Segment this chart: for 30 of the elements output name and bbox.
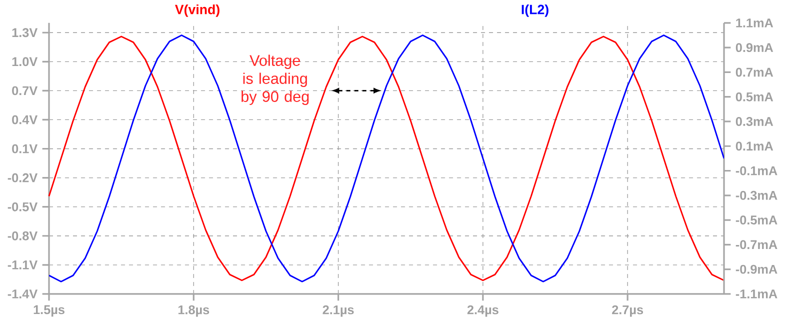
x-tick-label: 2.1µs <box>322 305 354 317</box>
y-tick-label: 0.4V <box>12 115 38 124</box>
text: V(vind) <box>174 4 220 17</box>
y-tick-label: -0.2V <box>8 173 38 182</box>
y-tick-label: -0.5V <box>8 202 38 212</box>
y-tick-label: -0.8V <box>8 231 38 240</box>
y2-tick-label: 1.1mA <box>736 18 774 28</box>
y-tick-label: -1.4V <box>8 290 38 298</box>
x-tick-label: 1.5µs <box>34 305 64 317</box>
y2-tick-label: 0.9mA <box>736 43 774 52</box>
x-tick-label: 2.7µs <box>612 305 644 317</box>
y2-tick-label: -0.7mA <box>736 240 778 250</box>
y-tick-label: -1.1V <box>8 260 38 270</box>
y2-tick-label: 0.1mA <box>736 142 774 151</box>
y-tick-label: 0.1V <box>12 144 38 154</box>
y2-tick-label: -1.1mA <box>736 290 778 298</box>
y2-tick-label: 0.3mA <box>736 117 774 126</box>
text: I(L2) <box>522 4 548 17</box>
y-tick-label: 1.3V <box>12 28 38 38</box>
y-tick-label: 1.0V <box>12 57 38 66</box>
y2-tick-label: 0.7mA <box>736 68 774 77</box>
x-tick-label: 1.8µs <box>178 305 210 317</box>
y2-tick-label: -0.3mA <box>736 190 778 200</box>
annotation: Voltage is leading by 90 deg <box>242 54 309 106</box>
y2-tick-label: -0.9mA <box>736 264 778 274</box>
y2-tick-label: -0.5mA <box>736 216 778 225</box>
y2-tick-label: -0.1mA <box>736 166 778 176</box>
y-tick-label: 0.7V <box>12 86 38 96</box>
y2-tick-label: 0.5mA <box>736 92 774 102</box>
x-tick-label: 2.4µs <box>467 305 498 317</box>
